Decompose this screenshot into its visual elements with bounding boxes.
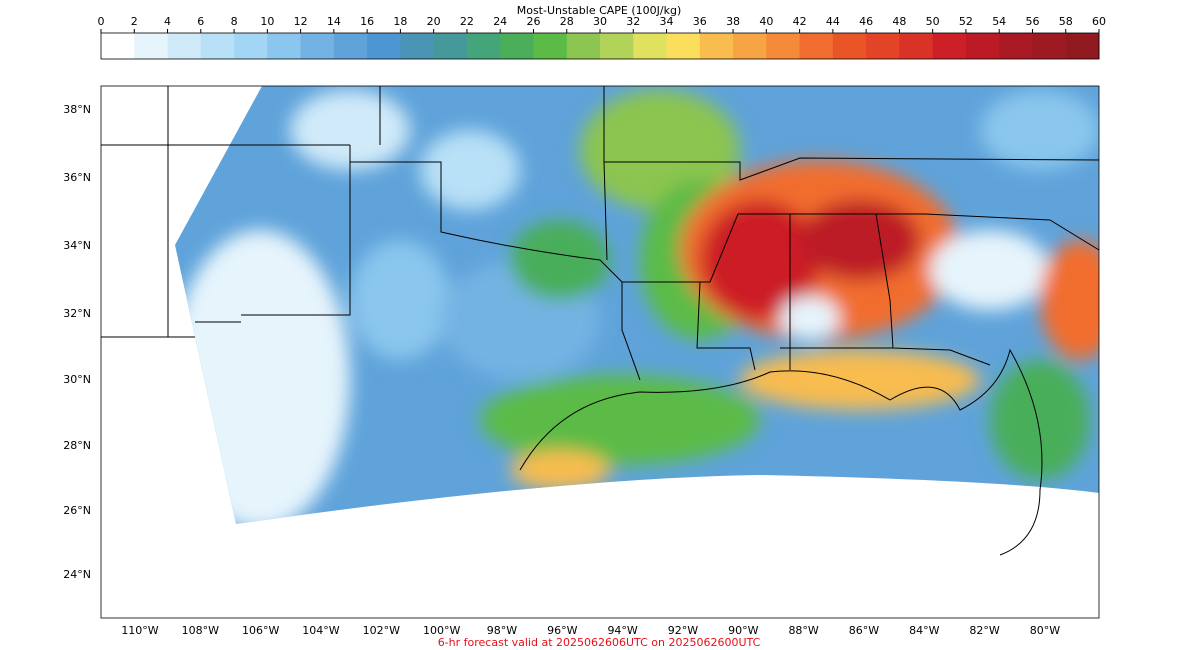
lon-label: 98°W: [487, 624, 517, 637]
lat-label: 26°N: [63, 504, 91, 517]
colorbar-segment: [101, 33, 135, 59]
lat-label: 38°N: [63, 103, 91, 116]
lat-label: 36°N: [63, 171, 91, 184]
forecast-footer: 6-hr forecast valid at 2025062606UTC on …: [438, 636, 761, 649]
colorbar-tick-label: 50: [926, 15, 940, 28]
colorbar-tick-label: 32: [626, 15, 640, 28]
colorbar-tick-label: 0: [98, 15, 105, 28]
lon-label: 102°W: [363, 624, 400, 637]
colorbar-segment: [633, 33, 668, 59]
colorbar-tick-label: 22: [460, 15, 474, 28]
colorbar-tick-label: 44: [826, 15, 840, 28]
colorbar-segment: [899, 33, 934, 59]
colorbar-tick-label: 16: [360, 15, 374, 28]
lat-label: 32°N: [63, 307, 91, 320]
colorbar-title: Most-Unstable CAPE (100J/kg): [517, 4, 682, 17]
lon-label: 80°W: [1030, 624, 1060, 637]
map-frame: [100, 85, 1100, 619]
colorbar-segment: [1032, 33, 1067, 59]
lat-label: 28°N: [63, 439, 91, 452]
colorbar-segment: [134, 33, 169, 59]
colorbar-segment: [866, 33, 900, 59]
colorbar-tick-label: 30: [593, 15, 607, 28]
lat-label: 30°N: [63, 373, 91, 386]
lon-label: 86°W: [849, 624, 879, 637]
colorbar-segment: [799, 33, 834, 59]
colorbar-segment: [167, 33, 202, 59]
colorbar-tick-label: 26: [526, 15, 540, 28]
colorbar-tick-label: 56: [1025, 15, 1039, 28]
colorbar-tick-label: 2: [131, 15, 138, 28]
lon-label: 104°W: [302, 624, 339, 637]
lon-label: 96°W: [547, 624, 577, 637]
lat-label: 34°N: [63, 239, 91, 252]
lon-label: 82°W: [969, 624, 999, 637]
colorbar: 0 2 4 6 8 10 12 14 16 18 20 22 24 26 28 30 32 34 36 38 40 42 4…: [98, 15, 1106, 60]
colorbar-segment: [267, 33, 302, 59]
colorbar-tick-label: 52: [959, 15, 973, 28]
lon-label: 110°W: [121, 624, 158, 637]
colorbar-tick-label: 8: [231, 15, 238, 28]
colorbar-segment: [666, 33, 701, 59]
colorbar-tick-label: 4: [164, 15, 171, 28]
colorbar-segment: [400, 33, 435, 59]
colorbar-tick-label: 40: [759, 15, 773, 28]
colorbar-segment: [333, 33, 368, 59]
colorbar-segment: [234, 33, 268, 59]
colorbar-tick-label: 48: [892, 15, 906, 28]
colorbar-segment: [500, 33, 534, 59]
colorbar-segment: [1065, 33, 1100, 59]
colorbar-tick-label: 10: [260, 15, 274, 28]
lat-labels: 38°N 36°N 34°N 32°N 30°N 28°N 26°N 24°N: [63, 103, 91, 581]
colorbar-tick-label: 58: [1059, 15, 1073, 28]
colorbar-tick-label: 24: [493, 15, 507, 28]
colorbar-tick-label: 34: [660, 15, 674, 28]
colorbar-tick-label: 54: [992, 15, 1006, 28]
colorbar-segment: [367, 33, 401, 59]
state-borders: [101, 86, 1100, 556]
colorbar-tick-label: 18: [393, 15, 407, 28]
colorbar-segment: [832, 33, 867, 59]
lon-label: 88°W: [788, 624, 818, 637]
lon-label: 100°W: [423, 624, 460, 637]
lon-label: 94°W: [607, 624, 637, 637]
colorbar-tick-label: 6: [197, 15, 204, 28]
colorbar-segment: [965, 33, 1000, 59]
colorbar-segment: [566, 33, 601, 59]
lon-label: 106°W: [242, 624, 279, 637]
colorbar-segment: [300, 33, 335, 59]
colorbar-segment: [600, 33, 634, 59]
colorbar-segment: [699, 33, 734, 59]
colorbar-tick-label: 20: [427, 15, 441, 28]
colorbar-tick-label: 28: [560, 15, 574, 28]
lon-label: 92°W: [668, 624, 698, 637]
colorbar-segment: [433, 33, 468, 59]
colorbar-tick-label: 60: [1092, 15, 1106, 28]
colorbar-segment: [466, 33, 501, 59]
map-field: [175, 86, 1099, 524]
colorbar-segment: [932, 33, 967, 59]
colorbar-tick-label: 42: [793, 15, 807, 28]
colorbar-tick-label: 14: [327, 15, 341, 28]
colorbar-tick-label: 46: [859, 15, 873, 28]
colorbar-tick-label: 36: [693, 15, 707, 28]
lon-label: 108°W: [182, 624, 219, 637]
colorbar-segment: [733, 33, 767, 59]
colorbar-tick-label: 38: [726, 15, 740, 28]
lon-label: 90°W: [728, 624, 758, 637]
lat-label: 24°N: [63, 568, 91, 581]
lon-labels: 110°W 108°W 106°W 104°W 102°W 100°W 98°W 96°W 94…: [121, 624, 1060, 637]
colorbar-segment: [200, 33, 235, 59]
colorbar-tick-label: 12: [294, 15, 308, 28]
colorbar-segment: [766, 33, 801, 59]
colorbar-segment: [533, 33, 568, 59]
colorbar-segment: [999, 33, 1033, 59]
lon-label: 84°W: [909, 624, 939, 637]
